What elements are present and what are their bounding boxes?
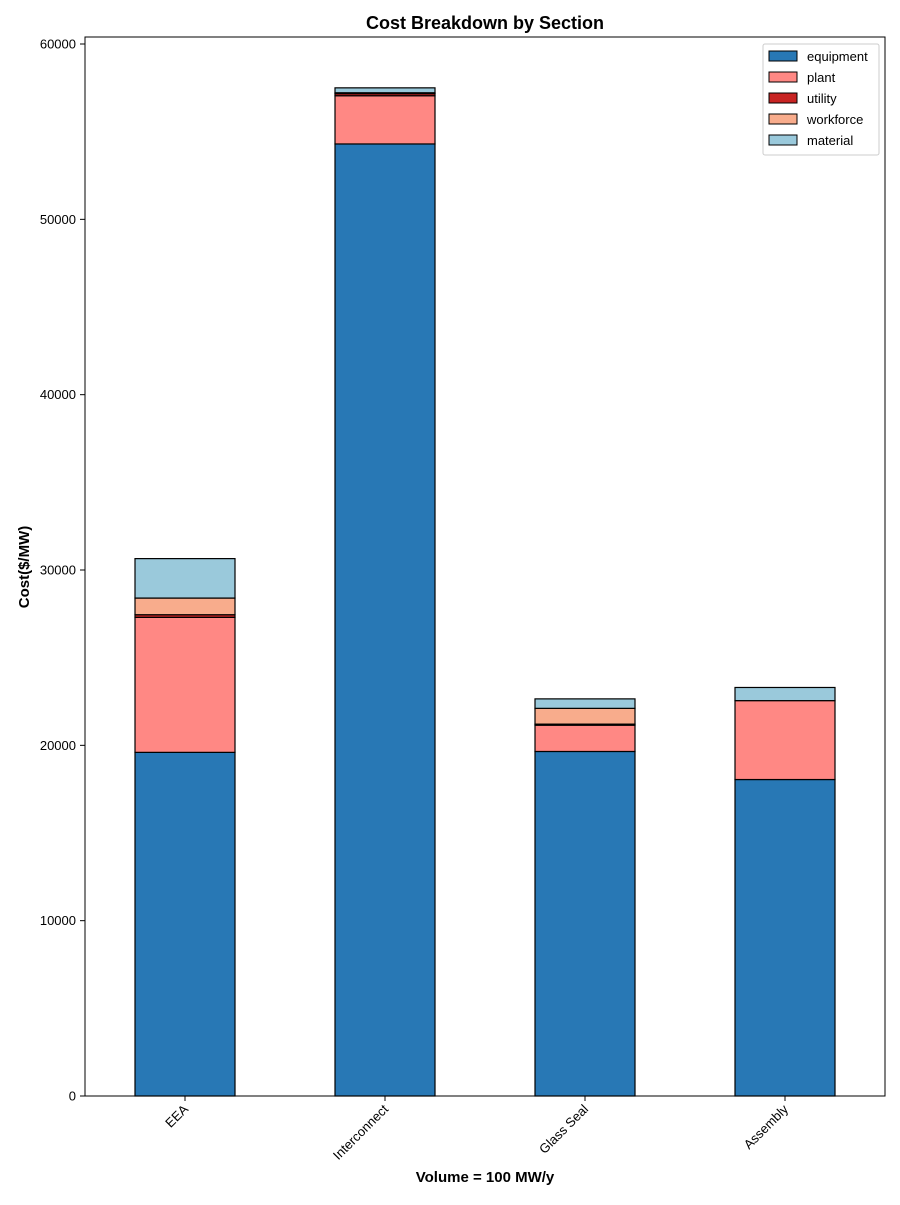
legend-label-utility: utility [807,91,837,106]
y-tick-label: 40000 [40,387,76,402]
legend-swatch-equipment [768,50,798,62]
bar-plant-assembly [734,700,836,781]
bar-equipment-eea [134,751,236,1097]
bar-equipment-glass-seal [534,750,636,1097]
legend-label-workforce: workforce [806,112,863,127]
bar-equipment-assembly [734,778,836,1097]
legend-swatch-material [768,134,798,146]
y-tick-label: 30000 [40,563,76,578]
bar-workforce-eea [134,597,236,616]
bar-workforce-glass-seal [534,707,636,725]
bars-layer [134,87,836,1097]
bar-material-eea [134,558,236,599]
x-tick-label: Assembly [741,1101,792,1152]
x-axis-label: Volume = 100 MW/y [416,1169,555,1186]
y-tick-label: 0 [69,1089,76,1104]
y-axis-ticks: 0 10000 20000 30000 40000 50000 60000 [40,37,85,1104]
bar-plant-eea [134,616,236,753]
y-tick-label: 60000 [40,37,76,52]
legend-label-plant: plant [807,70,836,85]
legend-label-material: material [807,133,853,148]
bar-plant-interconnect [334,95,436,145]
y-tick-label: 20000 [40,738,76,753]
legend-label-equipment: equipment [807,49,868,64]
bar-material-interconnect [334,87,436,94]
y-axis-label: Cost($/MW) [16,526,33,609]
legend-swatch-workforce [768,113,798,125]
x-tick-label: Interconnect [330,1101,391,1162]
legend-swatch-utility [768,92,798,104]
bar-material-glass-seal [534,698,636,709]
y-tick-label: 50000 [40,212,76,227]
x-tick-label: Glass Seal [536,1101,591,1156]
bar-equipment-interconnect [334,143,436,1097]
x-axis-ticks: EEA Interconnect Glass Seal Assembly [162,1096,791,1163]
x-tick-label: EEA [162,1101,191,1130]
legend: equipment plant utility workforce material [762,43,880,156]
legend-swatch-plant [768,71,798,83]
y-tick-label: 10000 [40,913,76,928]
bar-plant-glass-seal [534,724,636,753]
chart-title: Cost Breakdown by Section [366,13,604,33]
bar-material-assembly [734,686,836,702]
plot-frame [84,36,886,1097]
